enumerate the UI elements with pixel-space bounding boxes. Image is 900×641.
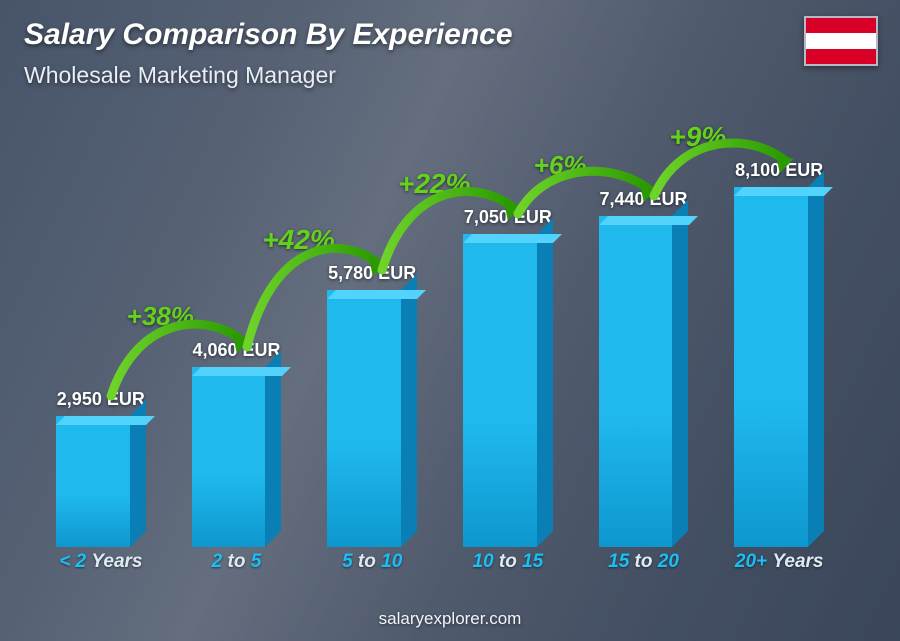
x-label: < 2 Years xyxy=(40,551,162,581)
bar-top xyxy=(734,187,833,196)
bar-front xyxy=(734,187,808,547)
bar-2: 5,780 EUR xyxy=(311,263,433,547)
bar-front xyxy=(599,216,673,547)
bar-front xyxy=(192,367,266,547)
bar-top xyxy=(56,416,155,425)
salary-bar-chart: 2,950 EUR 4,060 EUR 5,780 EUR 7,050 EUR 7,44… xyxy=(40,100,840,581)
bar-side xyxy=(265,351,281,547)
flag-austria-icon xyxy=(804,16,878,66)
infographic-stage: Salary Comparison By Experience Wholesal… xyxy=(0,0,900,641)
bar-3d xyxy=(463,234,553,547)
footer-attribution: salaryexplorer.com xyxy=(0,609,900,629)
bar-3: 7,050 EUR xyxy=(447,207,569,547)
bar-3d xyxy=(192,367,282,547)
flag-stripe xyxy=(806,49,876,64)
bar-3d xyxy=(599,216,689,547)
bar-top xyxy=(599,216,698,225)
bar-front xyxy=(56,416,130,547)
x-axis-labels: < 2 Years 2 to 5 5 to 10 10 to 15 15 to 20 20… xyxy=(40,551,840,581)
bar-3d xyxy=(734,187,824,547)
x-label: 15 to 20 xyxy=(583,551,705,581)
x-label: 10 to 15 xyxy=(447,551,569,581)
bar-value-label: 7,050 EUR xyxy=(464,207,552,228)
bar-front xyxy=(327,290,401,547)
page-subtitle: Wholesale Marketing Manager xyxy=(24,62,336,89)
bar-side xyxy=(808,171,824,547)
bar-side xyxy=(401,274,417,547)
bar-value-label: 2,950 EUR xyxy=(57,389,145,410)
bars-container: 2,950 EUR 4,060 EUR 5,780 EUR 7,050 EUR 7,44… xyxy=(40,100,840,547)
bar-side xyxy=(672,200,688,547)
flag-stripe xyxy=(806,18,876,33)
bar-5: 8,100 EUR xyxy=(718,160,840,547)
bar-value-label: 4,060 EUR xyxy=(192,340,280,361)
page-title: Salary Comparison By Experience xyxy=(24,18,513,52)
bar-side xyxy=(537,218,553,547)
x-label: 2 to 5 xyxy=(176,551,298,581)
bar-1: 4,060 EUR xyxy=(176,340,298,547)
x-label: 5 to 10 xyxy=(311,551,433,581)
bar-top xyxy=(192,367,291,376)
bar-3d xyxy=(327,290,417,547)
bar-top xyxy=(327,290,426,299)
x-label: 20+ Years xyxy=(718,551,840,581)
bar-4: 7,440 EUR xyxy=(583,189,705,547)
bar-value-label: 5,780 EUR xyxy=(328,263,416,284)
bar-3d xyxy=(56,416,146,547)
flag-stripe xyxy=(806,33,876,48)
bar-value-label: 8,100 EUR xyxy=(735,160,823,181)
bar-front xyxy=(463,234,537,547)
bar-0: 2,950 EUR xyxy=(40,389,162,547)
bar-value-label: 7,440 EUR xyxy=(599,189,687,210)
bar-top xyxy=(463,234,562,243)
